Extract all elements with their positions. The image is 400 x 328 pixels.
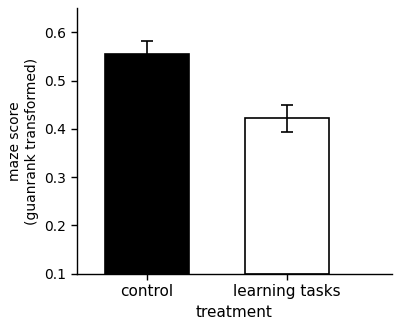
- Bar: [244, 118, 329, 274]
- X-axis label: treatment: treatment: [196, 305, 272, 320]
- Y-axis label: maze score
(guanrank transformed): maze score (guanrank transformed): [8, 57, 38, 225]
- Bar: [104, 54, 188, 274]
